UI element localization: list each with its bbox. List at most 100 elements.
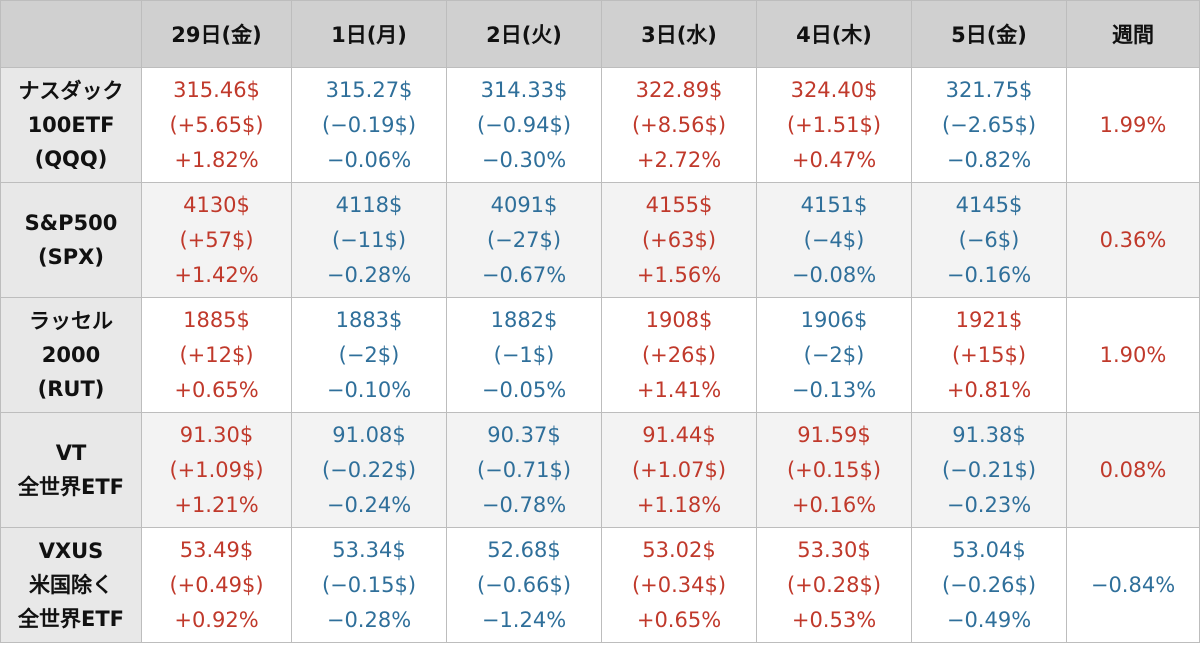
price-change: (−4$) [803, 227, 865, 252]
row-label-line: 米国除く [29, 573, 113, 597]
price-change: (+26$) [641, 342, 717, 367]
row-label: VXUS 米国除く 全世界ETF [0, 527, 142, 643]
percent-change: −1.24% [481, 607, 567, 632]
price-change: (+15$) [951, 342, 1027, 367]
row-label-line: 全世界ETF [17, 607, 124, 631]
header-date-2-tue: 2日(火) [446, 0, 602, 68]
price-change: (−0.15$) [321, 572, 417, 597]
percent-change: +0.65% [636, 607, 722, 632]
close-price: 90.37$ [487, 422, 561, 447]
price-change: (−0.94$) [476, 112, 572, 137]
percent-change: −0.06% [326, 147, 412, 172]
close-price: 315.46$ [173, 77, 260, 102]
price-change: (+12$) [179, 342, 254, 367]
close-price: 1908$ [645, 307, 713, 332]
weekly-change: −0.84% [1066, 527, 1200, 643]
price-cell: 4155$ (+63$) +1.56% [601, 182, 757, 298]
percent-change: −0.78% [481, 492, 567, 517]
price-cell: 91.08$ (−0.22$) −0.24% [291, 412, 447, 528]
close-price: 91.59$ [797, 422, 871, 447]
percent-change: −0.67% [481, 262, 567, 287]
price-change: (+0.15$) [786, 457, 882, 482]
price-cell: 53.49$ (+0.49$) +0.92% [141, 527, 292, 643]
price-change: (−1$) [493, 342, 555, 367]
price-change: (−2$) [338, 342, 400, 367]
close-price: 1885$ [183, 307, 250, 332]
close-price: 91.30$ [179, 422, 254, 447]
price-change: (−6$) [958, 227, 1020, 252]
close-price: 321.75$ [945, 77, 1033, 102]
price-cell: 314.33$ (−0.94$) −0.30% [446, 67, 602, 183]
price-change: (+57$) [179, 227, 254, 252]
price-cell: 91.30$ (+1.09$) +1.21% [141, 412, 292, 528]
percent-change: +1.21% [174, 492, 259, 517]
close-price: 314.33$ [480, 77, 568, 102]
row-label-line: (QQQ) [34, 147, 108, 171]
price-change: (−0.19$) [321, 112, 417, 137]
price-cell: 1921$ (+15$) +0.81% [911, 297, 1067, 413]
price-cell: 4151$ (−4$) −0.08% [756, 182, 912, 298]
weekly-change: 1.90% [1066, 297, 1200, 413]
percent-change: +1.56% [636, 262, 722, 287]
close-price: 322.89$ [635, 77, 723, 102]
price-change: (−2$) [803, 342, 865, 367]
price-cell: 91.44$ (+1.07$) +1.18% [601, 412, 757, 528]
row-label-line: S&P500 [24, 211, 118, 235]
price-cell: 4118$ (−11$) −0.28% [291, 182, 447, 298]
row-label-line: 2000 [41, 343, 101, 367]
percent-change: +0.92% [174, 607, 259, 632]
row-label: ナスダック 100ETF (QQQ) [0, 67, 142, 183]
weekly-change: 1.99% [1066, 67, 1200, 183]
price-cell: 1882$ (−1$) −0.05% [446, 297, 602, 413]
header-row: 29日(金) 1日(月) 2日(火) 3日(水) 4日(木) 5日(金) 週間 [0, 0, 1200, 68]
close-price: 324.40$ [790, 77, 878, 102]
close-price: 4155$ [645, 192, 713, 217]
percent-change: −0.08% [791, 262, 877, 287]
price-cell: 324.40$ (+1.51$) +0.47% [756, 67, 912, 183]
price-change: (+1.07$) [631, 457, 727, 482]
percent-change: +0.81% [946, 377, 1032, 402]
percent-change: +0.65% [174, 377, 259, 402]
close-price: 4091$ [490, 192, 558, 217]
percent-change: +1.82% [174, 147, 259, 172]
price-cell: 52.68$ (−0.66$) −1.24% [446, 527, 602, 643]
price-cell: 315.46$ (+5.65$) +1.82% [141, 67, 292, 183]
row-label: VT 全世界ETF [0, 412, 142, 528]
close-price: 1882$ [490, 307, 558, 332]
header-date-4-thu: 4日(木) [756, 0, 912, 68]
header-corner [0, 0, 142, 68]
row-label-line: 100ETF [27, 113, 115, 137]
close-price: 52.68$ [487, 537, 561, 562]
table-row-rut: ラッセル 2000 (RUT) 1885$ (+12$) +0.65% 1883$ (−2$)… [0, 297, 1200, 413]
row-label-line: VT [55, 441, 87, 465]
table-row-qqq: ナスダック 100ETF (QQQ) 315.46$ (+5.65$) +1.82% 315… [0, 67, 1200, 183]
close-price: 91.38$ [952, 422, 1026, 447]
price-change: (−0.22$) [321, 457, 417, 482]
weekly-change: 0.08% [1066, 412, 1200, 528]
percent-change: +0.53% [791, 607, 877, 632]
table-row-spx: S&P500 (SPX) 4130$ (+57$) +1.42% 4118$ (−11$) −… [0, 182, 1200, 298]
price-cell: 53.34$ (−0.15$) −0.28% [291, 527, 447, 643]
close-price: 53.34$ [332, 537, 406, 562]
header-date-1-mon: 1日(月) [291, 0, 447, 68]
price-change: (−27$) [486, 227, 562, 252]
row-label-line: 全世界ETF [17, 475, 124, 499]
price-change: (+0.28$) [786, 572, 882, 597]
percent-change: −0.13% [791, 377, 877, 402]
table-row-vt: VT 全世界ETF 91.30$ (+1.09$) +1.21% 91.08$ (−0.22… [0, 412, 1200, 528]
price-change: (+1.51$) [786, 112, 882, 137]
close-price: 53.49$ [179, 537, 254, 562]
price-change: (−0.26$) [941, 572, 1037, 597]
percent-change: −0.24% [326, 492, 412, 517]
price-cell: 53.04$ (−0.26$) −0.49% [911, 527, 1067, 643]
price-cell: 4091$ (−27$) −0.67% [446, 182, 602, 298]
close-price: 91.44$ [642, 422, 716, 447]
percent-change: −0.30% [481, 147, 567, 172]
price-cell: 321.75$ (−2.65$) −0.82% [911, 67, 1067, 183]
header-weekly: 週間 [1066, 0, 1200, 68]
header-date-29-fri: 29日(金) [141, 0, 292, 68]
percent-change: −0.16% [946, 262, 1032, 287]
close-price: 315.27$ [325, 77, 413, 102]
header-date-3-wed: 3日(水) [601, 0, 757, 68]
price-cell: 91.38$ (−0.21$) −0.23% [911, 412, 1067, 528]
